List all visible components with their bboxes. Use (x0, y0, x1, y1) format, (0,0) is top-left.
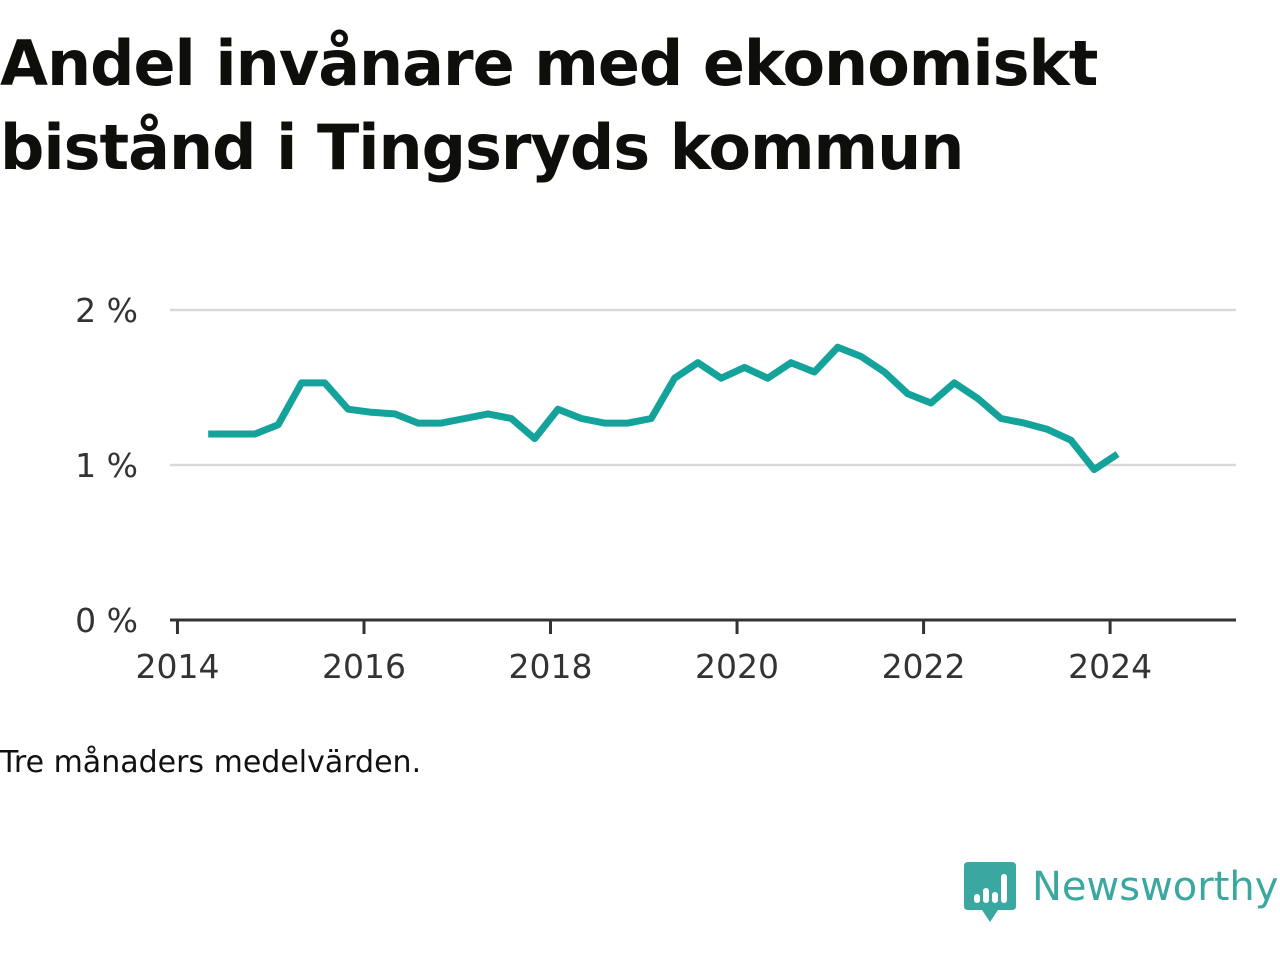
x-tick-label: 2020 (695, 647, 779, 686)
chart-note: Tre månaders medelvärden. (0, 745, 422, 780)
newsworthy-logo-icon (964, 862, 1016, 922)
y-tick-label: 0 % (75, 601, 138, 640)
brand-name: Newsworthy (1032, 864, 1279, 910)
chart-title: Andel invånare med ekonomiskt bistånd i … (0, 27, 1098, 184)
y-tick-label: 2 % (75, 291, 138, 330)
x-tick-label: 2014 (135, 647, 219, 686)
series-line (208, 343, 1120, 474)
x-tick-label: 2018 (509, 647, 593, 686)
y-tick-label: 1 % (75, 446, 138, 485)
x-tick-label: 2024 (1068, 647, 1152, 686)
brand-logo: Newsworthy (964, 862, 1278, 926)
line-chart: 0 % 1 % 2 % 2014 2016 2018 2020 2022 2024 (75, 291, 1236, 686)
x-tick-label: 2016 (322, 647, 406, 686)
x-tick-label: 2022 (882, 647, 966, 686)
